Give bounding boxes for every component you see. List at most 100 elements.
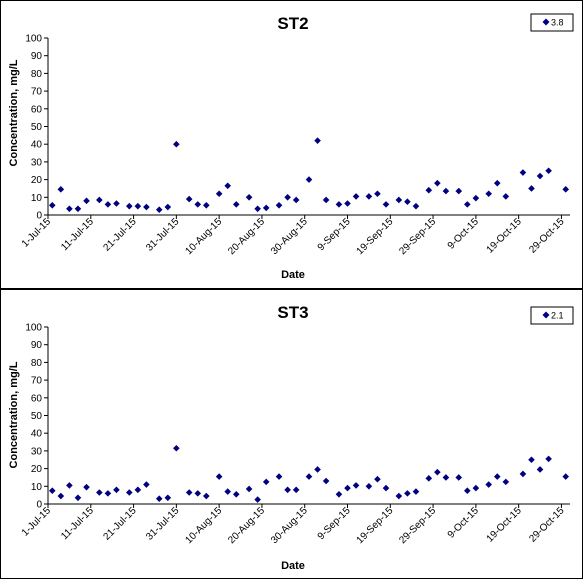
data-point <box>528 185 535 192</box>
data-point <box>322 477 330 485</box>
data-point <box>464 487 471 495</box>
data-point <box>352 193 360 200</box>
x-tick-label: 20-Aug-15 <box>226 505 267 546</box>
data-point <box>262 204 270 212</box>
y-axis-title: Concentration, mg/L <box>8 361 20 468</box>
data-point <box>164 203 172 211</box>
data-point <box>365 193 373 200</box>
data-point <box>335 201 343 208</box>
data-point <box>104 490 112 497</box>
data-point <box>352 482 360 489</box>
chart-svg-st2: ST2 Date Concentration, mg/L 3.8 0 10 20 30… <box>8 13 574 281</box>
data-point <box>74 205 82 213</box>
data-point <box>232 490 240 498</box>
x-tick-label: 31-Jul-15 <box>144 505 182 543</box>
data-point <box>134 486 142 494</box>
data-point <box>442 187 450 195</box>
data-point <box>519 169 527 176</box>
y-tick-label: 60 <box>31 104 43 115</box>
data-point <box>536 172 544 180</box>
data-point <box>292 486 300 494</box>
data-point <box>365 483 373 490</box>
data-point <box>57 186 65 193</box>
x-tick-label: 29-Oct-15 <box>527 216 567 256</box>
data-point <box>194 201 202 208</box>
data-point <box>404 198 411 206</box>
data-point <box>224 488 232 495</box>
y-tick-label: 30 <box>31 157 43 168</box>
data-point <box>155 206 163 213</box>
legend-marker <box>542 18 550 26</box>
data-point <box>374 475 381 483</box>
data-point <box>245 485 253 493</box>
data-point <box>254 496 261 503</box>
legend-box <box>530 306 574 325</box>
data-point <box>203 492 210 500</box>
x-axis-title: Date <box>281 269 305 281</box>
x-tick-label: 21-Jul-15 <box>101 505 139 543</box>
y-tick-label: 100 <box>25 323 42 334</box>
data-point <box>173 140 180 148</box>
x-tick-label: 21-Jul-15 <box>101 216 139 254</box>
x-tick-label: 29-Oct-15 <box>527 505 567 545</box>
x-tick-label: 9-Sep-15 <box>316 216 353 253</box>
data-point <box>434 468 441 476</box>
x-tick-label: 20-Aug-15 <box>226 216 267 257</box>
data-point <box>562 473 570 480</box>
x-tick-label: 30-Aug-15 <box>269 216 310 257</box>
x-tick-label: 30-Aug-15 <box>269 505 310 546</box>
data-point <box>104 201 112 208</box>
y-tick-label: 70 <box>31 87 43 98</box>
data-point <box>275 473 283 480</box>
data-point <box>48 201 56 209</box>
data-point <box>395 492 403 500</box>
y-tick-label: 50 <box>31 122 43 133</box>
data-point <box>442 474 450 481</box>
x-tick-label: 9-Sep-15 <box>316 505 353 542</box>
data-point <box>57 492 65 500</box>
data-point <box>113 486 120 494</box>
data-point <box>96 489 103 496</box>
data-point <box>143 203 150 211</box>
legend-marker <box>542 311 550 319</box>
data-point <box>493 473 501 480</box>
y-tick-label: 80 <box>31 69 43 80</box>
x-tick-label: 31-Jul-15 <box>144 216 182 254</box>
y-tick-label: 90 <box>31 340 43 351</box>
y-tick-label: 70 <box>31 376 43 387</box>
data-point <box>472 484 480 492</box>
y-tick-label: 50 <box>31 411 43 422</box>
data-point <box>83 197 90 205</box>
x-axis-title: Date <box>281 560 305 572</box>
data-point <box>335 490 343 498</box>
data-point <box>155 495 163 502</box>
data-point <box>545 167 552 175</box>
data-point <box>125 202 133 210</box>
data-point <box>194 490 202 497</box>
chart-title: ST2 <box>277 14 308 33</box>
y-axis-title: Concentration, mg/L <box>8 59 20 166</box>
data-point <box>83 483 90 491</box>
data-point <box>464 201 471 208</box>
chart-svg-st3: ST3 Date Concentration, mg/L 2.1 0 10 20 30… <box>8 303 574 572</box>
y-tick-label: 20 <box>31 175 43 186</box>
x-tick-label: 9-Oct-15 <box>446 216 482 252</box>
data-point <box>74 494 82 502</box>
x-tick-label: 19-Sep-15 <box>355 216 396 257</box>
data-point <box>485 481 493 488</box>
data-point <box>314 137 321 144</box>
data-point <box>224 182 232 190</box>
data-point <box>425 186 433 194</box>
data-point <box>485 190 493 198</box>
y-tick-label: 60 <box>31 393 43 404</box>
x-tick-label: 11-Jul-15 <box>59 216 96 253</box>
data-point <box>528 456 535 464</box>
data-point <box>344 200 351 207</box>
data-point <box>245 194 253 201</box>
x-tick-label: 10-Aug-15 <box>183 505 224 546</box>
data-point <box>425 475 433 482</box>
x-tick-label: 19-Oct-15 <box>485 216 525 256</box>
y-tick-label: 0 <box>36 211 42 222</box>
x-tick-label: 9-Oct-15 <box>446 505 482 541</box>
data-point <box>215 190 223 198</box>
